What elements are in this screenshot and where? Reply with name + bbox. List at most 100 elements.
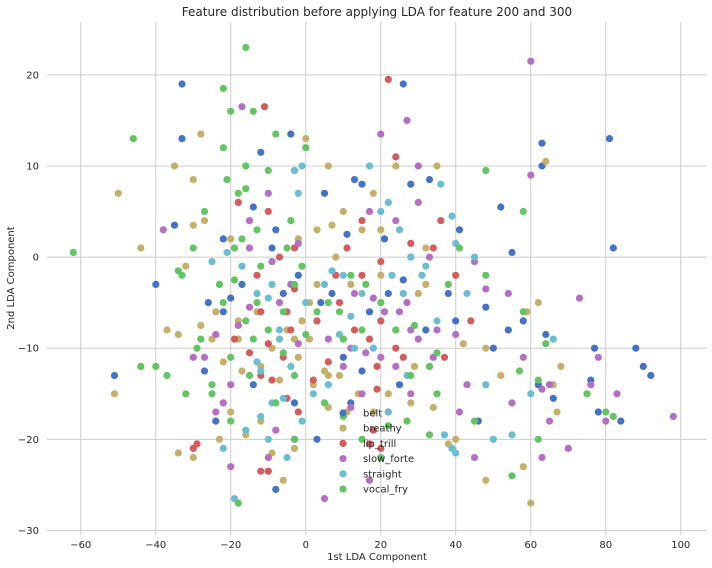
- data-point: [425, 431, 434, 439]
- data-point: [170, 162, 179, 170]
- data-point: [609, 412, 617, 421]
- data-point: [527, 171, 535, 179]
- data-point: [339, 271, 347, 279]
- data-point: [358, 390, 366, 398]
- data-point: [459, 340, 467, 348]
- data-point: [377, 353, 385, 361]
- data-point: [538, 139, 546, 147]
- data-point: [425, 253, 434, 261]
- data-point: [377, 226, 385, 234]
- data-point: [230, 276, 239, 284]
- data-point: [275, 326, 284, 334]
- data-point: [313, 435, 321, 443]
- data-point: [414, 162, 422, 170]
- data-point: [313, 226, 321, 234]
- data-point: [609, 244, 617, 252]
- data-point: [264, 326, 272, 334]
- data-point: [343, 230, 351, 238]
- x-tick-label: −60: [70, 540, 91, 551]
- data-point: [422, 326, 430, 334]
- data-point: [242, 317, 250, 325]
- y-tick-label: 10: [26, 161, 39, 172]
- x-tick-label: 60: [524, 540, 537, 551]
- y-tick-labels: −30 −20 −10 0 10 20: [18, 70, 39, 537]
- data-point: [264, 467, 272, 475]
- data-point: [272, 226, 280, 234]
- data-point: [463, 381, 471, 389]
- data-point: [557, 362, 565, 370]
- data-point: [219, 144, 227, 152]
- data-point: [365, 440, 374, 448]
- data-point: [429, 403, 437, 411]
- data-point: [298, 162, 306, 170]
- data-point: [309, 390, 317, 398]
- data-point: [182, 390, 190, 398]
- data-point: [403, 417, 411, 425]
- data-point: [497, 203, 505, 211]
- data-point: [227, 381, 235, 389]
- data-point: [534, 299, 542, 307]
- data-point: [174, 330, 182, 339]
- data-point: [223, 248, 231, 257]
- data-point: [377, 317, 385, 325]
- data-point: [320, 495, 329, 503]
- data-point: [110, 371, 119, 380]
- data-point: [369, 344, 377, 352]
- data-point: [632, 344, 640, 352]
- data-point: [433, 349, 441, 357]
- data-point: [377, 130, 385, 138]
- data-point: [392, 217, 400, 225]
- legend-label-slow_forte: slow_forte: [363, 454, 414, 465]
- data-point: [197, 335, 205, 343]
- data-point: [437, 180, 445, 188]
- data-point: [215, 280, 224, 288]
- data-point: [482, 381, 490, 389]
- data-point: [508, 472, 516, 480]
- data-point: [545, 417, 554, 425]
- data-point: [377, 444, 385, 452]
- data-point: [452, 330, 460, 339]
- data-point: [264, 207, 272, 216]
- data-point: [178, 135, 186, 143]
- data-point: [257, 148, 265, 156]
- data-point: [602, 417, 610, 425]
- data-point: [275, 335, 284, 343]
- data-point: [407, 239, 415, 247]
- data-point: [227, 107, 235, 115]
- data-point: [358, 217, 366, 225]
- data-point: [313, 308, 321, 316]
- data-point: [294, 239, 302, 247]
- data-point: [208, 258, 216, 266]
- data-point: [347, 280, 355, 288]
- data-point: [429, 244, 437, 252]
- x-tick-label: −40: [145, 540, 166, 551]
- data-point: [347, 312, 355, 320]
- data-point: [470, 417, 479, 425]
- data-point: [257, 262, 265, 270]
- data-point: [328, 221, 336, 229]
- data-point: [279, 289, 287, 298]
- data-point: [395, 381, 404, 389]
- data-point: [290, 435, 299, 443]
- data-point: [197, 321, 205, 329]
- data-point: [257, 308, 265, 316]
- data-point: [515, 367, 524, 375]
- data-point: [542, 157, 550, 165]
- data-point: [384, 198, 392, 206]
- data-point: [200, 207, 209, 216]
- data-point: [433, 162, 441, 170]
- y-axis-label: 2nd LDA Component: [6, 226, 17, 329]
- data-point: [197, 130, 205, 138]
- x-tick-labels: −60 −40 −20 0 20 40 60 80 100: [70, 540, 690, 551]
- data-point: [527, 57, 535, 65]
- data-point: [227, 408, 235, 416]
- data-point: [482, 271, 490, 279]
- data-point: [369, 294, 377, 302]
- data-point: [519, 308, 527, 316]
- x-tick-label: 0: [303, 540, 309, 551]
- data-point: [200, 353, 209, 361]
- data-point: [242, 162, 250, 170]
- data-point: [339, 335, 347, 343]
- data-point: [489, 435, 497, 443]
- data-point: [152, 280, 160, 288]
